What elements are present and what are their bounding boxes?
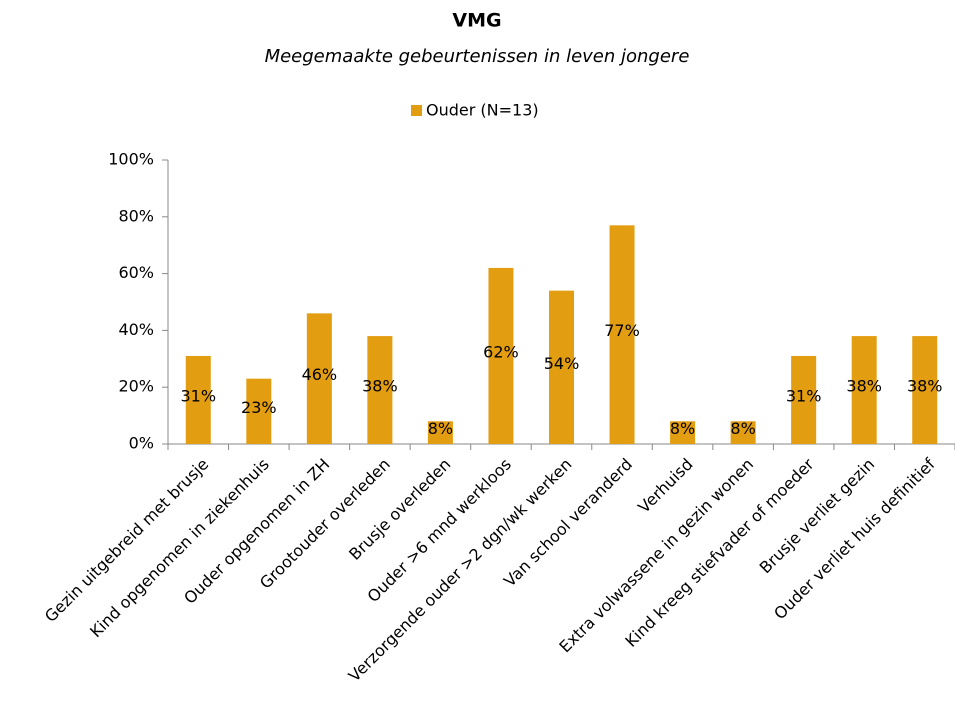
data-label: 31% — [786, 386, 822, 405]
x-tick-label: Brusje overleden — [345, 455, 454, 564]
bar — [488, 267, 514, 444]
y-tick-label: 20% — [118, 377, 154, 396]
bar — [427, 421, 453, 444]
data-label: 38% — [907, 377, 943, 396]
y-tick-label: 100% — [108, 150, 154, 169]
bar — [791, 355, 817, 444]
legend-label: Ouder (N=13) — [426, 101, 539, 120]
bar — [670, 421, 696, 444]
y-tick-label: 80% — [118, 206, 154, 225]
data-label: 8% — [428, 419, 453, 438]
bar — [912, 336, 938, 444]
y-tick-label: 60% — [118, 263, 154, 282]
data-label: 38% — [362, 377, 398, 396]
bar — [549, 290, 574, 444]
chart-subtitle: Meegemaakte gebeurtenissen in leven jong… — [265, 46, 690, 67]
bar — [367, 336, 393, 444]
bar — [306, 313, 332, 444]
x-tick-label: Brusje verliet gezin — [756, 455, 879, 578]
chart-title: VMG — [452, 10, 501, 32]
data-label: 23% — [241, 398, 277, 417]
data-label: 54% — [544, 354, 580, 373]
bar — [246, 378, 272, 444]
x-tick-label: Verzorgende ouder >2 dgn/wk werken — [345, 455, 576, 686]
y-tick-label: 40% — [118, 320, 154, 339]
data-label: 46% — [302, 365, 338, 384]
bar — [609, 225, 635, 444]
data-label: 77% — [604, 321, 640, 340]
x-tick-label: Verhuisd — [634, 455, 696, 517]
data-label: 38% — [846, 377, 882, 396]
bar — [730, 421, 756, 444]
data-label: 8% — [730, 419, 755, 438]
bar — [185, 355, 211, 444]
data-label: 8% — [670, 419, 695, 438]
data-label: 62% — [483, 342, 519, 361]
bar — [851, 336, 877, 444]
data-label: 31% — [180, 386, 216, 405]
legend-swatch — [411, 105, 422, 116]
y-tick-label: 0% — [129, 434, 154, 453]
